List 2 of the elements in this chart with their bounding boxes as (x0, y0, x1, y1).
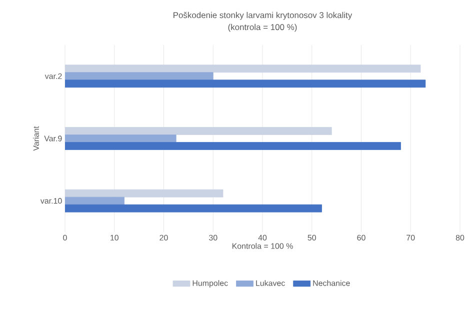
chart-title: Poškodenie stonky larvami krytonosov 3 lokality (174, 12, 352, 20)
chart-subtitle: (kontrola = 100 %) (228, 24, 297, 32)
